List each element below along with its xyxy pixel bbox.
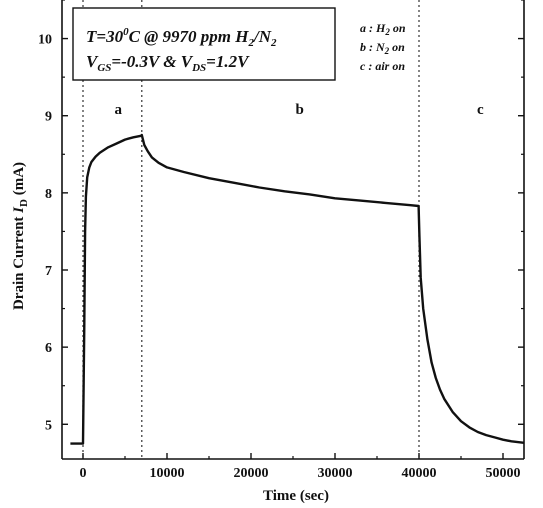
y-tick-label: 8 [45, 187, 52, 202]
x-tick-label: 30000 [318, 466, 353, 481]
x-tick-label: 10000 [150, 466, 185, 481]
legend-entry-a: a : H2 on [360, 21, 406, 37]
region-label-c: c [477, 102, 484, 118]
x-tick-label: 50000 [486, 466, 521, 481]
y-tick-label: 9 [45, 110, 52, 125]
y-tick-label: 10 [38, 33, 52, 48]
y-axis-title: Drain Current ID (mA) [11, 162, 30, 310]
region-labels: a b c [115, 102, 484, 118]
legend-entry-b: b : N2 on [360, 40, 405, 56]
x-tick-label: 0 [80, 466, 87, 481]
legend-entry-c: c : air on [360, 59, 405, 73]
legend: a : H2 on b : N2 on c : air on [360, 21, 406, 73]
info-box-border [72, 7, 336, 81]
info-line-2: VGS=-0.3V & VDS=1.2V [86, 52, 250, 74]
region-label-b: b [296, 102, 304, 118]
x-tick-label: 20000 [234, 466, 269, 481]
y-tick-label: 7 [45, 264, 52, 279]
info-line-1: T=300C @ 9970 ppm H2/N2 [86, 26, 277, 49]
axes: 0 10000 20000 30000 40000 50000 5 6 7 8 9 10 [38, 0, 525, 481]
y-tick-label: 5 [45, 418, 52, 433]
info-box: T=300C @ 9970 ppm H2/N2 VGS=-0.3V & VDS=… [72, 7, 336, 81]
x-axis-title: Time (sec) [263, 488, 329, 504]
region-label-a: a [115, 102, 123, 118]
x-tick-label: 40000 [402, 466, 437, 481]
series-layer [70, 133, 525, 445]
y-tick-label: 6 [45, 341, 52, 356]
series-line-0 [70, 133, 525, 445]
